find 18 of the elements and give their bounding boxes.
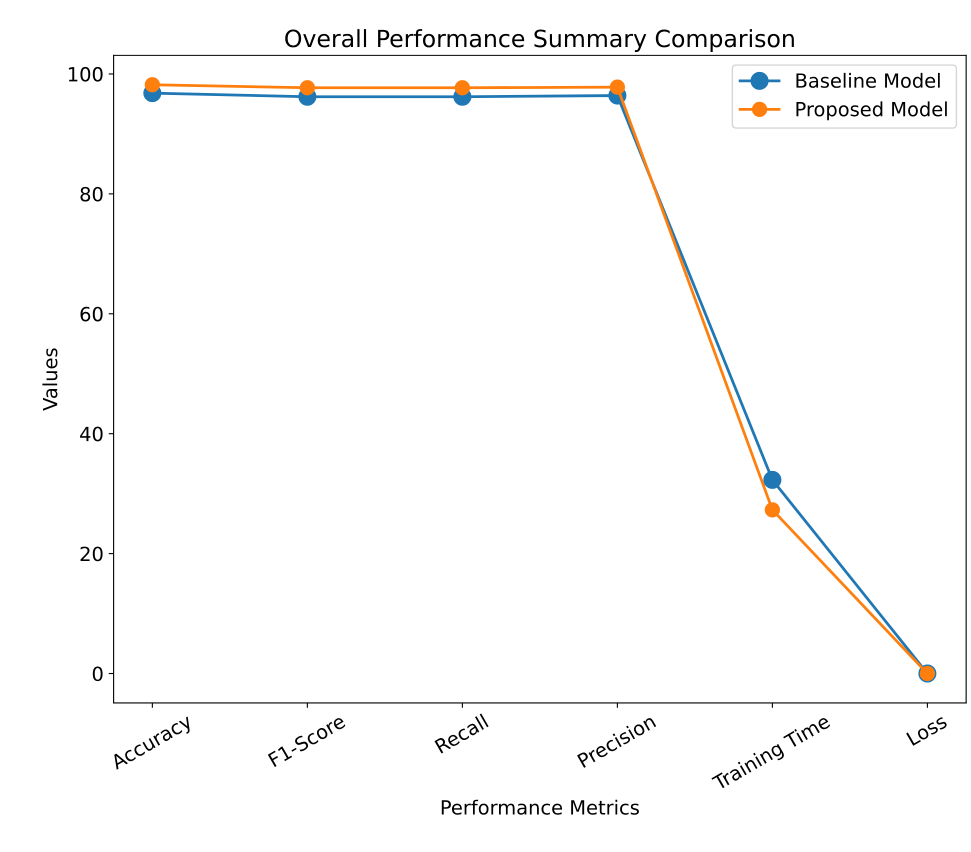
legend-label: Baseline Model — [796, 72, 940, 88]
y-tick-label: 40 — [80, 426, 103, 442]
y-tick-label: 20 — [80, 546, 103, 562]
point — [610, 80, 626, 95]
point — [763, 470, 782, 489]
y-tick-label: 0 — [92, 666, 103, 682]
y-tick-label: 100 — [68, 66, 103, 82]
point — [300, 80, 316, 96]
chart-title: Overall Performance Summary Comparison — [285, 29, 794, 52]
y-axis-title: Values — [42, 348, 58, 411]
legend-label: Proposed Model — [796, 101, 947, 120]
point — [454, 80, 470, 96]
x-axis-title: Performance Metrics — [442, 800, 639, 815]
y-tick-label: 80 — [80, 186, 103, 202]
point — [144, 77, 160, 92]
x-tick-label: Loss — [906, 714, 948, 746]
y-tick-label: 60 — [80, 306, 103, 322]
point — [764, 502, 780, 518]
